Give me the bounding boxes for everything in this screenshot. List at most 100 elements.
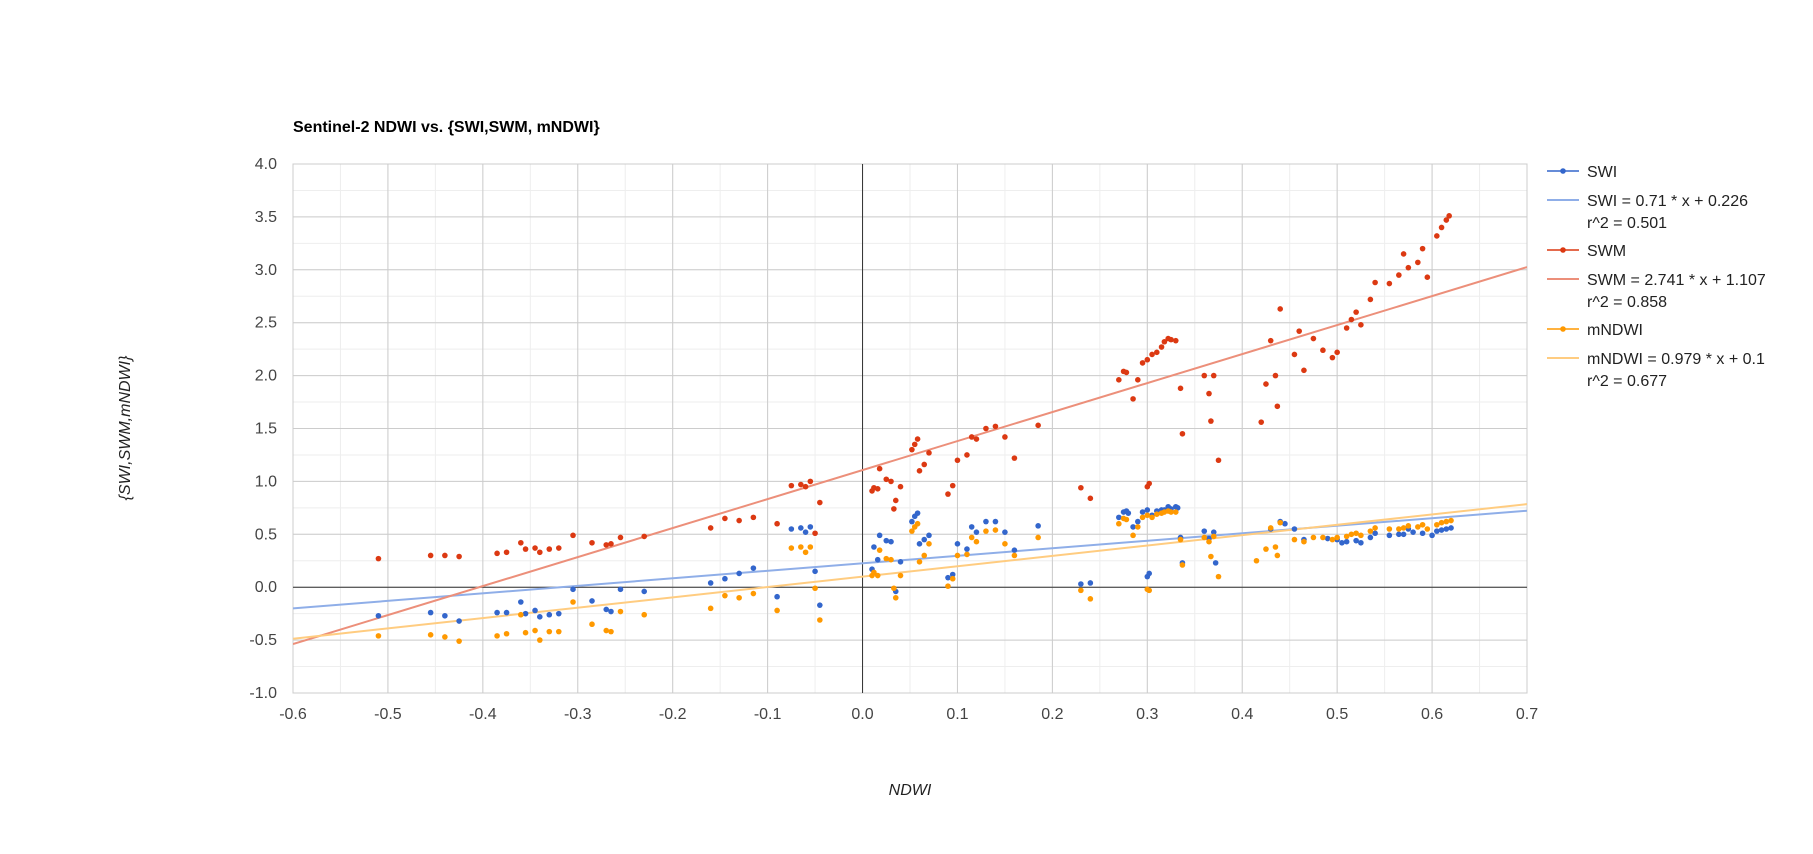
point-swi [968,524,975,530]
point-mndwi [983,528,989,534]
y-tick-label: 3.5 [255,209,277,226]
point-swi [1212,560,1219,566]
point-swi [883,537,890,544]
point-swm [968,434,975,440]
point-swm [892,497,899,504]
point-swm [911,441,918,448]
point-mndwi [1448,517,1454,524]
point-swm [1206,390,1212,397]
point-swm [1130,396,1136,402]
point-swi [1087,580,1094,586]
point-swm [876,465,883,472]
trendline-swm [293,266,1527,646]
point-swm [1123,369,1130,376]
point-mndwi [891,585,897,592]
point-mndwi [1396,526,1402,532]
point-swm [874,486,881,492]
point-mndwi [968,534,975,541]
point-mndwi [788,545,795,551]
y-tick-label: 1.5 [255,421,277,438]
point-swm [1277,306,1283,312]
point-swm [798,481,804,488]
point-swm [1179,430,1186,437]
point-swm [1011,455,1018,461]
point-swi [807,524,814,530]
point-swi [722,575,728,582]
point-swm [1353,309,1359,315]
point-mndwi [973,538,980,545]
point-swm [945,491,951,497]
point-swm [1215,457,1222,464]
point-mndwi [1358,532,1364,539]
x-tick-label: -0.2 [659,706,687,723]
point-swm [1329,354,1336,361]
point-mndwi [1002,541,1008,547]
x-tick-label: 0.2 [1041,706,1063,723]
point-swi [442,612,448,619]
point-swm [954,457,961,464]
point-mndwi [897,572,904,579]
point-swi [1116,514,1122,521]
x-tick-label: 0.5 [1326,706,1348,723]
point-swi [802,529,809,535]
x-tick-label: -0.4 [469,706,497,723]
point-mndwi [1253,557,1260,564]
point-swm [617,534,624,541]
point-swm [1348,316,1355,323]
point-swm [1149,351,1155,358]
point-mndwi [892,594,899,601]
point-swi [1410,529,1416,535]
y-tick-label: 4.0 [255,156,277,173]
point-swm [949,482,956,489]
point-mndwi [617,608,624,615]
point-swi [1396,531,1402,538]
legend: SWI SWI = 0.71 * x + 0.226 r^2 = 0.501 SWM S… [1547,164,1766,390]
legend-label-mndwi: mNDWI [1587,322,1643,339]
point-mndwi [442,634,448,640]
point-swm [1405,264,1412,271]
point-mndwi [1208,553,1214,560]
x-tick-label: -0.1 [754,706,782,723]
point-swm [964,452,970,458]
point-swi [1011,547,1018,553]
y-axis-label: {SWI,SWM,mNDWI} [117,355,134,501]
point-swm [641,533,648,540]
point-mndwi [1177,536,1184,543]
point-swi [973,529,980,535]
x-tick-label: 0.4 [1231,706,1253,723]
point-swi [798,525,804,531]
point-swm [1267,337,1274,344]
point-mndwi [817,617,823,623]
point-mndwi [522,629,529,636]
point-swi [1448,525,1454,531]
point-swm [1434,233,1440,239]
point-swm [1358,322,1364,328]
point-swm [812,530,818,537]
point-swm [1320,347,1326,354]
y-tick-label: 3.0 [255,262,277,279]
point-swi [518,599,524,605]
point-swm [1201,372,1208,379]
point-mndwi [1139,514,1146,521]
point-mndwi [1206,538,1212,545]
point-swi [812,568,818,575]
point-mndwi [1146,587,1153,594]
point-mndwi [589,621,595,628]
trendline-mndwi [293,503,1527,640]
point-mndwi [1353,530,1359,537]
point-mndwi [807,544,814,550]
point-swi [949,571,956,578]
point-swi [1400,531,1407,538]
point-swi [1429,532,1435,539]
point-swm [1139,360,1146,366]
point-swm [456,553,462,560]
point-swm [1263,381,1269,387]
point-swi [736,570,742,577]
point-mndwi [707,605,714,612]
point-swm [1301,367,1307,374]
point-mndwi [736,594,742,601]
point-swm [909,446,915,453]
point-mndwi [916,559,923,565]
legend-trend-r2: r^2 = 0.677 [1587,373,1667,390]
